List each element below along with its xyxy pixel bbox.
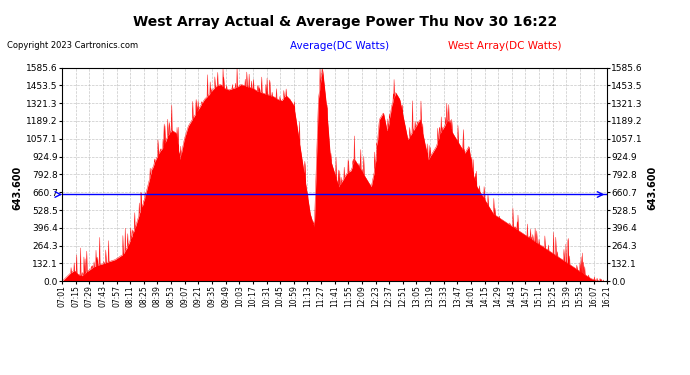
Text: West Array(DC Watts): West Array(DC Watts) <box>448 41 562 51</box>
Text: Copyright 2023 Cartronics.com: Copyright 2023 Cartronics.com <box>7 41 138 50</box>
Text: 643.600: 643.600 <box>12 165 22 210</box>
Text: Average(DC Watts): Average(DC Watts) <box>290 41 389 51</box>
Text: 643.600: 643.600 <box>647 165 657 210</box>
Text: West Array Actual & Average Power Thu Nov 30 16:22: West Array Actual & Average Power Thu No… <box>133 15 557 29</box>
